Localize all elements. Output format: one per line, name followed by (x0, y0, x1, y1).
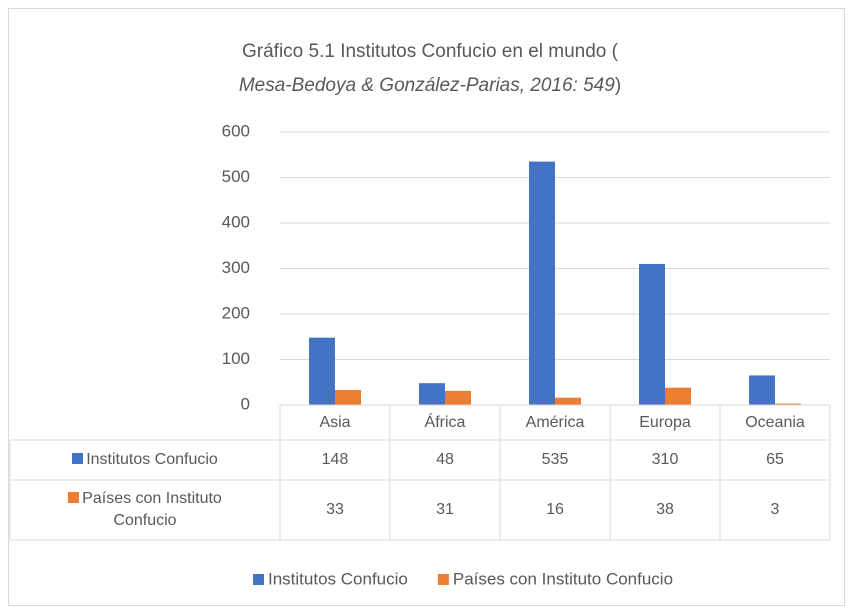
table-value: 535 (541, 451, 569, 468)
y-tick-label: 200 (222, 303, 250, 322)
table-value: 3 (770, 501, 780, 518)
row-label: Países con Instituto Confucio (82, 490, 222, 529)
table-row-label: Institutos Confucio (10, 440, 280, 480)
legend-label: Institutos Confucio (268, 569, 408, 588)
title-citation: Mesa-Bedoya & González-Parias, 2016: 549 (239, 75, 615, 96)
y-tick-label: 400 (222, 212, 250, 231)
x-tick-label: América (525, 413, 585, 431)
row-label: Institutos Confucio (86, 451, 218, 468)
table-value: 65 (766, 451, 784, 468)
row-label-wrap: Institutos Confucio (72, 449, 218, 471)
row-key (68, 492, 80, 503)
x-tick-label-box: Europa (639, 413, 691, 431)
bar (775, 403, 801, 405)
table-value: 33 (326, 501, 344, 518)
table-value: 16 (546, 501, 564, 518)
table-row-label-box: Países con Instituto Confucio (10, 480, 280, 540)
row-label-wrap: Países con Instituto Confucio (38, 488, 253, 532)
table-value-box: 31 (436, 501, 454, 518)
x-tick-label: África (424, 413, 466, 431)
legend-key (253, 574, 264, 585)
table-value-box: 3 (770, 501, 780, 518)
bar (639, 263, 665, 405)
bar (555, 397, 581, 405)
bar (335, 389, 361, 405)
bar (309, 337, 335, 405)
table-value-box: 535 (541, 451, 569, 468)
table-value: 48 (436, 451, 454, 468)
legend-key (437, 574, 449, 585)
legend-label: Países con Instituto Confucio (453, 569, 673, 588)
x-tick-label: Europa (639, 413, 691, 431)
table-value-box: 33 (326, 501, 344, 518)
table-value-box: 148 (321, 451, 349, 468)
x-tick-label: Oceania (745, 413, 805, 431)
title-close: ) (615, 75, 621, 96)
title-text: Gráfico 5.1 Institutos Confucio en el mu… (242, 41, 619, 62)
bar (419, 383, 445, 405)
bar (665, 387, 691, 405)
y-tick-label: 600 (222, 121, 250, 140)
chart-title-line2: Mesa-Bedoya & González-Parias, 2016: 549… (239, 75, 621, 96)
table-row-label: Países con Instituto Confucio (10, 480, 280, 540)
x-tick-label-box: África (424, 413, 466, 431)
x-tick-label-box: Asia (319, 413, 351, 431)
table-value: 38 (656, 501, 674, 518)
chart-title: Gráfico 5.1 Institutos Confucio en el mu… (242, 41, 619, 62)
bar (445, 390, 471, 405)
table-value-box: 38 (656, 501, 674, 518)
table-value-box: 65 (766, 451, 784, 468)
table-value-box: 310 (651, 451, 679, 468)
table-row-label-box: Institutos Confucio (10, 440, 280, 480)
y-tick-label: 300 (222, 258, 250, 277)
table-value-box: 48 (436, 451, 454, 468)
bar (529, 161, 555, 405)
table-value: 310 (651, 451, 679, 468)
table-value: 31 (436, 501, 454, 518)
x-tick-label: Asia (319, 413, 351, 431)
bar (749, 375, 775, 405)
table-value-box: 16 (546, 501, 564, 518)
x-tick-label-box: América (525, 413, 585, 431)
y-tick-label: 500 (222, 167, 250, 186)
x-tick-label-box: Oceania (745, 413, 805, 431)
y-tick-label: 100 (222, 349, 250, 368)
y-tick-label: 0 (241, 394, 250, 413)
table-value: 148 (321, 451, 349, 468)
chart-border (8, 8, 845, 606)
row-key (72, 453, 84, 464)
